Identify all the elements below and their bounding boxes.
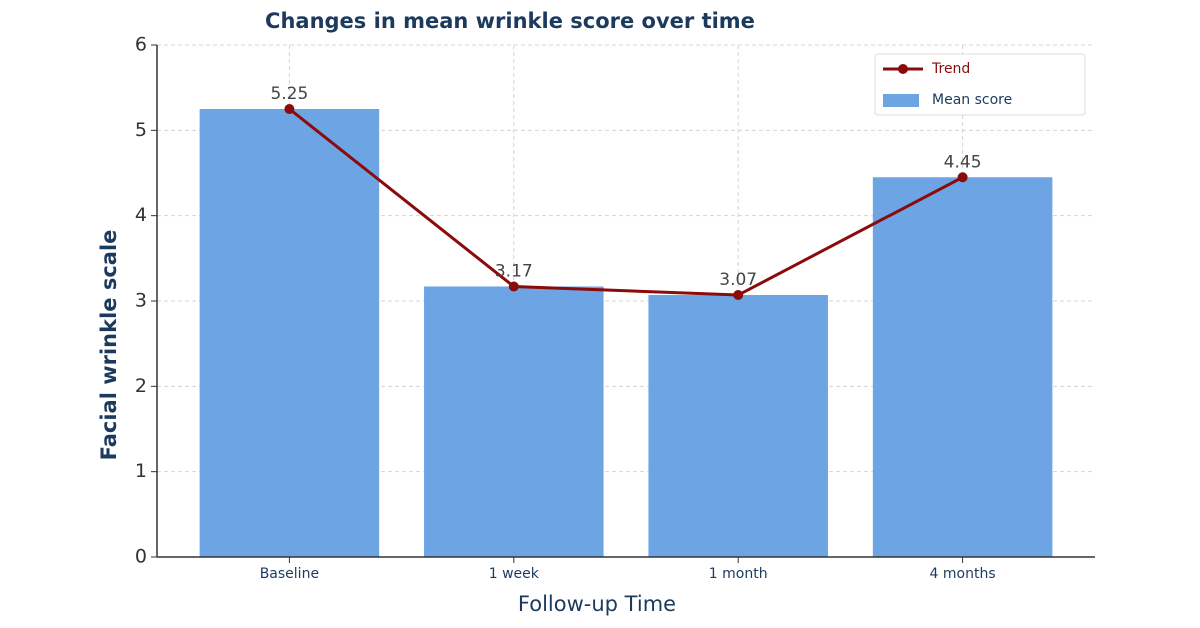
y-tick-label: 0 bbox=[135, 546, 147, 568]
bar bbox=[872, 177, 1053, 557]
bar bbox=[424, 286, 604, 557]
data-label: 3.07 bbox=[719, 270, 757, 290]
y-tick-label: 4 bbox=[135, 204, 147, 226]
trend-line bbox=[288, 107, 964, 297]
y-axis-label: Facial wrinkle scale bbox=[97, 230, 121, 461]
y-tick-label: 5 bbox=[135, 119, 147, 141]
trend-point bbox=[284, 104, 295, 114]
legend-label: Trend bbox=[931, 61, 970, 77]
y-tick-label: 2 bbox=[135, 375, 147, 397]
data-label: 4.45 bbox=[944, 152, 982, 172]
bar bbox=[648, 295, 828, 557]
x-tick-label: Baseline bbox=[260, 566, 319, 582]
legend-box bbox=[874, 53, 1086, 116]
y-tick-label: 3 bbox=[135, 290, 147, 312]
trend-point bbox=[508, 281, 519, 292]
legend-swatch bbox=[883, 94, 919, 107]
trend-point bbox=[957, 172, 968, 183]
legend-marker bbox=[898, 64, 908, 74]
legend: Trend Mean score bbox=[874, 53, 1086, 116]
axes: 0 1 2 3 4 5 6 Baseline 1 week 1 month 4 months bbox=[135, 34, 1095, 582]
x-tick-label: 1 week bbox=[489, 566, 540, 582]
trend-point bbox=[733, 290, 744, 301]
x-axis-label: Follow-up Time bbox=[518, 592, 676, 616]
y-tick-label: 6 bbox=[135, 34, 147, 56]
lines: 5.25 3.17 3.07 4.45 bbox=[270, 84, 982, 301]
y-tick-label: 1 bbox=[135, 460, 147, 482]
data-label: 3.17 bbox=[495, 261, 533, 281]
x-tick-label: 1 month bbox=[709, 566, 768, 582]
bars bbox=[199, 109, 1053, 557]
bar bbox=[199, 109, 380, 557]
chart-title: Changes in mean wrinkle score over time bbox=[265, 9, 755, 33]
legend-label: Mean score bbox=[932, 92, 1012, 108]
data-label: 5.25 bbox=[270, 84, 308, 104]
x-tick-label: 4 months bbox=[930, 566, 996, 582]
